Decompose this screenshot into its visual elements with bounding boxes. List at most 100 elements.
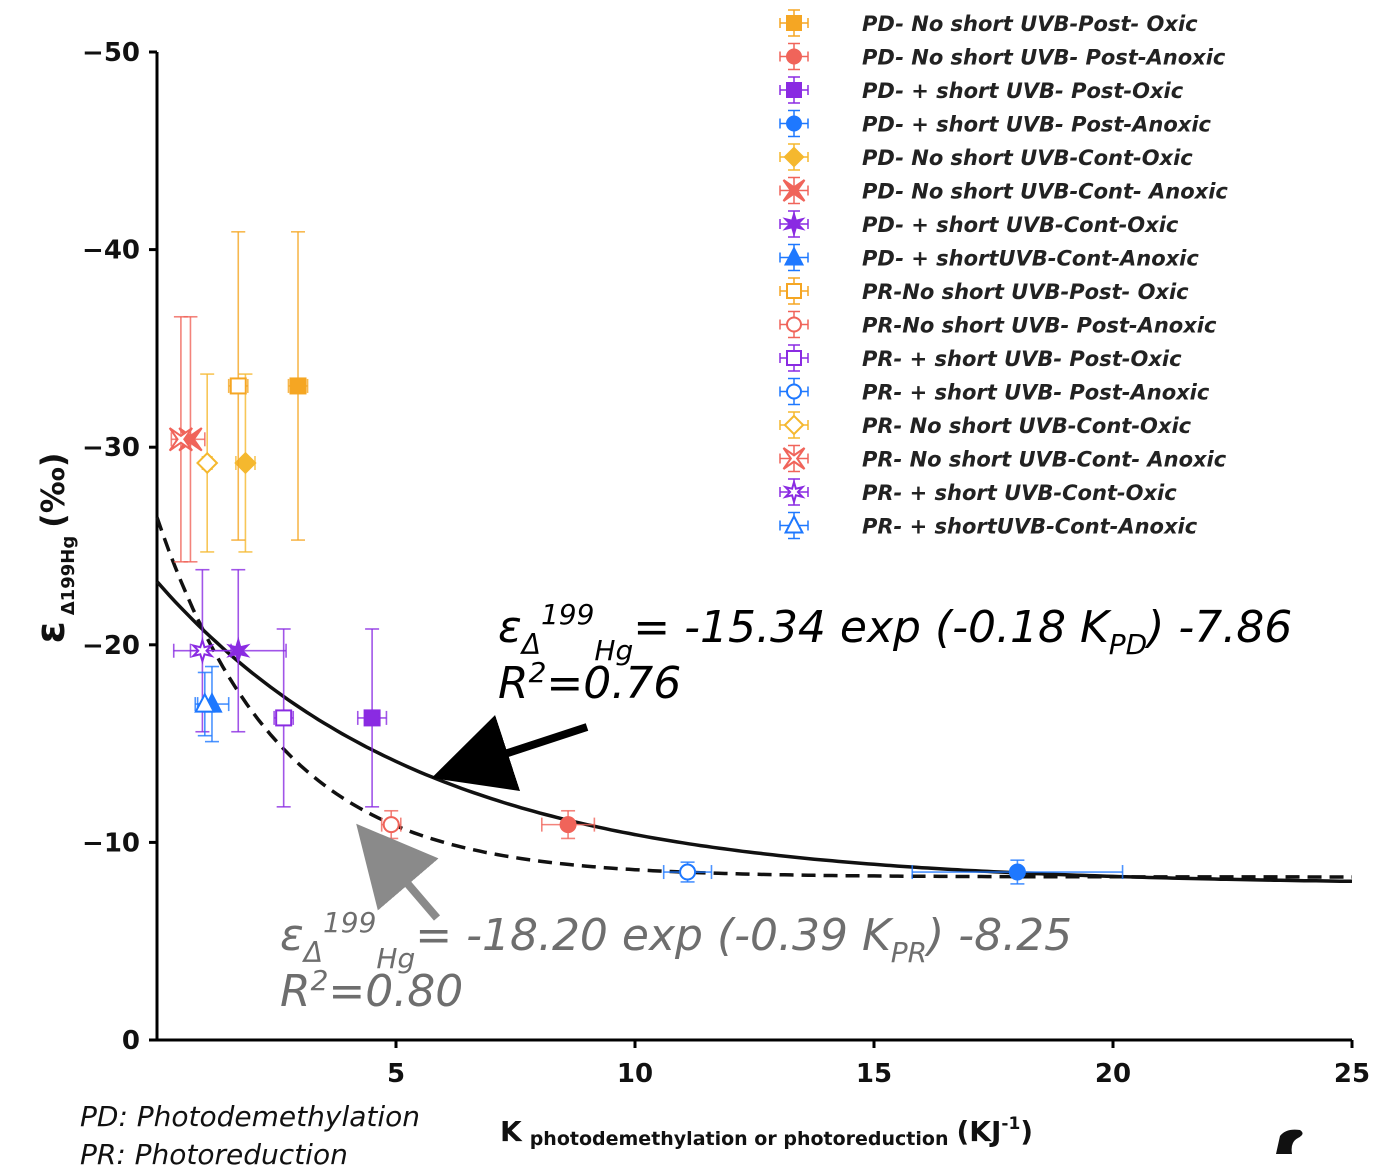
pd-equation: εΔ199Hg= -15.34 exp (-0.18 KPD) -7.86 (498, 598, 1292, 667)
legend-item: PD- + short UVB- Post-Anoxic (779, 109, 1212, 138)
legend-label: PR- + short UVB-Cont-Oxic (862, 481, 1177, 505)
legend-item: PR- + short UVB- Post-Oxic (779, 344, 1182, 372)
pd-fit-arrow (431, 715, 589, 792)
legend-label: PD- + short UVB-Cont-Oxic (862, 213, 1179, 237)
circle-marker (382, 816, 400, 834)
legend-item: PD- No short UVB-Cont- Anoxic (779, 176, 1228, 205)
legend-label: PR- + shortUVB-Cont-Anoxic (862, 515, 1198, 539)
data-points (168, 231, 1124, 885)
circle-marker (786, 48, 802, 65)
data-point (168, 315, 193, 563)
y-tick-label: −40 (82, 236, 140, 266)
legend-label: PD- No short UVB-Post- Oxic (862, 12, 1198, 36)
diamond-marker (783, 414, 805, 436)
pd-r2: R2=0.76 (498, 656, 681, 709)
star4-marker (168, 427, 193, 452)
legend-label: PD- No short UVB- Post-Anoxic (862, 46, 1226, 70)
square-marker (786, 82, 802, 98)
data-point (194, 671, 216, 737)
circle-marker (679, 863, 697, 881)
legend-item: PR- No short UVB-Cont-Oxic (779, 411, 1192, 439)
x-tick-label: 25 (1334, 1059, 1370, 1089)
diamond-marker (196, 451, 219, 475)
legend-item: PD- No short UVB- Post-Anoxic (779, 42, 1226, 71)
x-tick-label: 15 (856, 1059, 892, 1089)
legend-label: PR-No short UVB-Post- Oxic (862, 280, 1189, 304)
star4-marker (782, 179, 806, 202)
data-point (380, 809, 402, 840)
data-point (911, 859, 1124, 885)
circle-marker (1008, 863, 1026, 881)
y-tick-label: −50 (82, 38, 140, 68)
penguin-icon (1276, 1129, 1303, 1154)
legend-item: PD- + short UVB-Cont-Oxic (779, 210, 1179, 238)
circle-marker (786, 383, 802, 400)
triangle-marker (783, 246, 805, 266)
data-point (196, 373, 219, 553)
star4-marker (782, 447, 806, 470)
legend-item: PD- No short UVB-Post- Oxic (779, 9, 1198, 37)
data-point (356, 628, 388, 808)
legend-label: PR- No short UVB-Cont- Anoxic (862, 448, 1227, 472)
legend-label: PD- + short UVB- Post-Anoxic (862, 113, 1212, 137)
legend-item: PD- No short UVB-Cont-Oxic (779, 143, 1193, 171)
square-marker (289, 377, 307, 395)
legend-item: PD- + short UVB- Post-Oxic (779, 76, 1184, 104)
legend-label: PD- No short UVB-Cont-Oxic (862, 146, 1193, 170)
star-marker (782, 478, 806, 506)
legend-label: PR- No short UVB-Cont-Oxic (862, 414, 1192, 438)
fit-curves (155, 516, 1353, 884)
legend-item: PR-No short UVB- Post-Anoxic (779, 310, 1217, 339)
star-marker (782, 210, 806, 238)
y-tick-label: −10 (82, 828, 140, 858)
pd-fit-curve (155, 580, 1353, 884)
pr-fit-curve (155, 516, 1352, 879)
star-marker (190, 636, 215, 665)
x-tick-label: 10 (617, 1059, 653, 1089)
legend-item: PR- No short UVB-Cont- Anoxic (779, 444, 1227, 473)
legend-label: PR- + short UVB- Post-Oxic (862, 347, 1182, 371)
data-point (234, 373, 257, 553)
square-marker (786, 283, 802, 299)
legend-item: PD- + shortUVB-Cont-Anoxic (779, 243, 1199, 272)
pr-fit-arrow (356, 823, 441, 921)
triangle-marker (194, 692, 216, 713)
legend-label: PR- + short UVB- Post-Anoxic (862, 381, 1210, 405)
star-marker (226, 636, 251, 665)
legend: PD- No short UVB-Post- Oxic PD- No short … (779, 9, 1228, 540)
legend-item: PR-No short UVB-Post- Oxic (779, 277, 1189, 305)
footnote-pd: PD: Photodemethylation (80, 1100, 421, 1133)
data-point (273, 628, 295, 808)
data-point (287, 231, 309, 541)
y-tick-label: −20 (82, 631, 140, 661)
square-marker (275, 709, 293, 727)
y-tick-label: −30 (82, 433, 140, 463)
x-ticks: 5 10 15 20 25 (387, 1040, 1370, 1089)
square-marker (363, 709, 381, 727)
data-point (540, 809, 596, 840)
legend-item: PR- + short UVB-Cont-Oxic (779, 478, 1177, 506)
square-marker (229, 377, 247, 395)
footnote-pr: PR: Photoreduction (80, 1138, 348, 1171)
circle-marker (786, 115, 802, 132)
square-marker (786, 350, 802, 366)
axes (155, 52, 1352, 1042)
x-tick-label: 5 (387, 1059, 405, 1089)
pr-equation: εΔ199Hg= -18.20 exp (-0.39 KPR) -8.25 (280, 906, 1072, 975)
legend-item: PR- + short UVB- Post-Anoxic (779, 377, 1210, 406)
legend-label: PD- No short UVB-Cont- Anoxic (862, 180, 1228, 204)
x-tick-label: 20 (1095, 1059, 1131, 1089)
square-marker (786, 15, 802, 31)
pr-r2: R2=0.80 (280, 964, 463, 1017)
triangle-marker (783, 514, 805, 534)
data-point (662, 861, 713, 883)
legend-label: PD- + shortUVB-Cont-Anoxic (862, 247, 1199, 271)
legend-item: PR- + shortUVB-Cont-Anoxic (779, 511, 1198, 540)
circle-marker (559, 816, 577, 834)
legend-label: PR-No short UVB- Post-Anoxic (862, 314, 1217, 338)
y-ticks: −50 −40 −30 −20 −10 0 (82, 38, 157, 1056)
circle-marker (786, 316, 802, 333)
data-point (189, 568, 287, 733)
